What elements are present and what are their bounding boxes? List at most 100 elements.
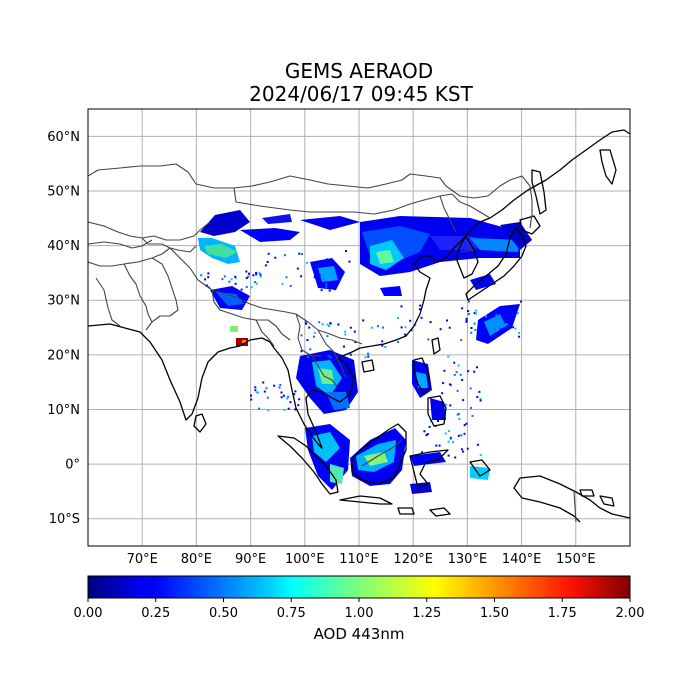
aod-pixel bbox=[326, 335, 329, 338]
map-subtitle-datetime: 2024/06/17 09:45 KST bbox=[249, 82, 473, 106]
aod-pixel bbox=[305, 322, 307, 325]
aod-pixel bbox=[460, 434, 463, 437]
aod-pixel bbox=[443, 369, 446, 372]
aod-pixel bbox=[223, 275, 226, 278]
aod-pixel bbox=[252, 274, 255, 277]
aod-pixel bbox=[445, 403, 448, 406]
aod-pixel bbox=[248, 272, 250, 275]
aod-pixel bbox=[456, 389, 459, 392]
colorbar-label: AOD 443nm bbox=[314, 625, 405, 643]
aod-pixel bbox=[245, 270, 248, 273]
aod-pixel bbox=[230, 278, 233, 281]
aod-pixel bbox=[397, 340, 400, 343]
lon-tick-label: 90°E bbox=[235, 552, 266, 567]
aod-pixel bbox=[381, 344, 384, 347]
aod-pixel bbox=[259, 273, 262, 276]
colorbar-tick-label: 0.00 bbox=[74, 606, 103, 621]
aod-pixel bbox=[370, 326, 373, 329]
aod-pixel bbox=[471, 414, 474, 417]
aod-pixel bbox=[367, 352, 370, 355]
aod-pixel bbox=[318, 321, 321, 324]
aod-pixel bbox=[325, 286, 328, 289]
map-title: GEMS AERAOD bbox=[285, 59, 433, 83]
aod-pixel bbox=[382, 326, 384, 329]
aod-pixel bbox=[337, 323, 340, 326]
aod-pixel bbox=[304, 320, 307, 323]
aod-pixel bbox=[438, 444, 441, 447]
aod-pixel bbox=[409, 319, 412, 322]
aod-pixel bbox=[267, 252, 270, 255]
aod-pixel bbox=[309, 348, 312, 351]
aod-pixel bbox=[221, 278, 224, 281]
aod-pixel bbox=[344, 333, 347, 336]
aod-pixel bbox=[273, 384, 276, 387]
aod-pixel bbox=[328, 278, 331, 281]
aod-pixel bbox=[313, 276, 316, 279]
longitude-tick-labels: 70°E 80°E 90°E 100°E 110°E 120°E 130°E 140°E 150… bbox=[127, 552, 596, 567]
country-borders bbox=[88, 163, 577, 523]
aod-pixel bbox=[423, 430, 426, 433]
aod-pixel bbox=[254, 281, 257, 284]
aod-pixel bbox=[460, 339, 463, 342]
aod-pixel bbox=[470, 331, 473, 334]
aod-pixel bbox=[328, 325, 331, 327]
aod-pixel bbox=[240, 288, 243, 291]
aod-pixel bbox=[449, 437, 452, 440]
aod-pixel bbox=[474, 309, 477, 312]
lat-tick-label: 50°N bbox=[47, 184, 80, 199]
lat-tick-label: 30°N bbox=[47, 294, 80, 309]
aod-pixel bbox=[353, 330, 356, 333]
aod-pixel bbox=[493, 328, 496, 331]
aod-pixel bbox=[264, 264, 267, 267]
aod-pixel bbox=[320, 289, 323, 292]
aod-pixel bbox=[414, 324, 417, 327]
aod-pixel bbox=[283, 408, 286, 411]
aod-pixel bbox=[426, 433, 429, 436]
aod-pixel bbox=[462, 399, 465, 402]
aod-pixel bbox=[453, 373, 456, 376]
aod-pixel bbox=[245, 285, 248, 288]
map-panel: 60°N 50°N 40°N 30°N 20°N 10°N 0° 10°S 70°E 80°E 9… bbox=[47, 108, 631, 567]
aod-pixel bbox=[444, 432, 447, 435]
aod-pixel bbox=[447, 430, 450, 433]
aod-pixel bbox=[354, 341, 357, 344]
aod-pixel bbox=[306, 261, 309, 264]
lat-tick-label: 40°N bbox=[47, 239, 80, 254]
aod-pixel bbox=[297, 404, 300, 407]
aod-pixel bbox=[446, 319, 448, 322]
aod-pixel bbox=[293, 393, 296, 396]
map-frame bbox=[87, 108, 631, 547]
aod-pixel bbox=[463, 432, 466, 435]
aod-pixel bbox=[400, 326, 403, 329]
aod-pixel bbox=[479, 398, 482, 401]
latitude-tick-labels: 60°N 50°N 40°N 30°N 20°N 10°N 0° 10°S bbox=[47, 130, 80, 527]
aod-pixel bbox=[457, 434, 460, 437]
aod-pixel bbox=[507, 313, 510, 316]
aod-pixel bbox=[348, 260, 351, 263]
aod-pixel bbox=[280, 396, 283, 399]
aod-pixel bbox=[457, 412, 460, 415]
lat-tick-label: 10°S bbox=[49, 512, 80, 527]
aod-pixel bbox=[329, 356, 332, 359]
aod-pixel bbox=[313, 331, 316, 334]
aod-pixel bbox=[287, 407, 290, 410]
colorbar-tick-label: 0.75 bbox=[277, 606, 306, 621]
aod-pixel bbox=[467, 370, 470, 373]
aod-pixel bbox=[512, 326, 515, 329]
aod-pixel bbox=[454, 456, 457, 459]
aod-pixel bbox=[339, 354, 342, 357]
aod-pixel bbox=[452, 441, 454, 444]
aod-pixel bbox=[294, 408, 297, 411]
graticule bbox=[88, 109, 630, 546]
aod-pixel bbox=[250, 394, 252, 397]
aod-pixel bbox=[461, 378, 464, 381]
aod-pixel bbox=[465, 319, 468, 322]
aod-pixel bbox=[449, 404, 452, 407]
aod-pixel bbox=[470, 327, 473, 329]
aod-pixel bbox=[318, 273, 321, 276]
aod-pixel bbox=[281, 283, 284, 286]
aod-pixel bbox=[287, 395, 290, 398]
aod-pixel bbox=[458, 418, 461, 420]
aod-pixel bbox=[274, 256, 277, 259]
